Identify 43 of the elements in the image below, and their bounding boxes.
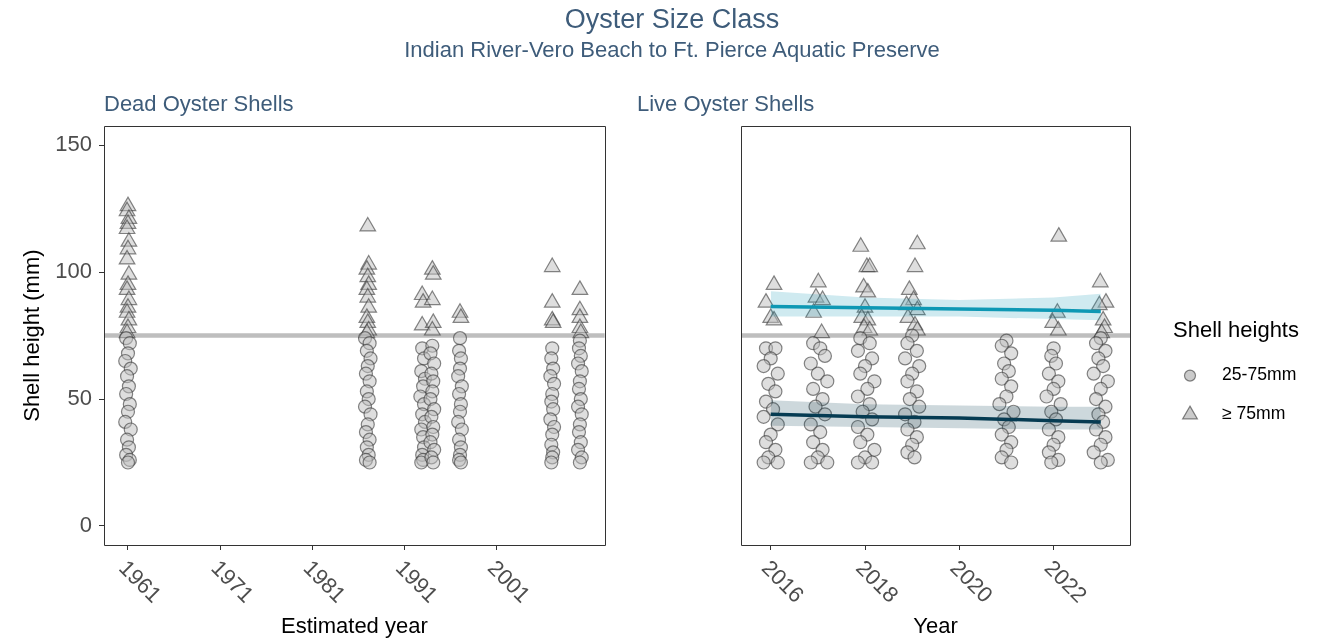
x-axis-title: Estimated year: [281, 612, 428, 638]
text: Indian River-Vero Beach to Ft. Pierce Aquatic Preserve: [403, 37, 941, 64]
point: [571, 308, 589, 323]
point: [571, 280, 589, 296]
point: [1091, 272, 1109, 288]
point: [861, 320, 879, 336]
point: [360, 298, 378, 313]
point: [120, 265, 138, 280]
point: [908, 234, 926, 250]
x-axis-title: Year: [913, 612, 958, 638]
point: [423, 290, 441, 306]
point: [359, 216, 377, 232]
point: [543, 293, 561, 308]
point: [413, 315, 431, 331]
chart-title: Live Oyster Shells: [637, 91, 815, 118]
point: [809, 272, 827, 288]
point: [859, 282, 877, 298]
point: [423, 320, 441, 336]
point: [1049, 320, 1067, 336]
y-tick-label: 150: [55, 131, 92, 157]
point: [543, 257, 561, 273]
point: [424, 265, 442, 280]
point: [452, 308, 470, 323]
point: [906, 257, 924, 273]
legend-label: ≥ 75mm: [1222, 403, 1286, 424]
point: [900, 280, 918, 296]
y-tick-label: 100: [55, 258, 92, 284]
y-tick-label: 50: [67, 385, 92, 411]
point: [1050, 227, 1068, 242]
point: [118, 219, 136, 235]
chart-title: Dead Oyster Shells: [104, 91, 294, 118]
point: [852, 237, 870, 252]
point: [118, 280, 136, 296]
point: [813, 323, 831, 339]
text: Oyster Size Class: [563, 3, 781, 36]
point: [118, 249, 136, 265]
y-tick-label: 0: [79, 512, 92, 538]
legend-label: 25-75mm: [1222, 364, 1297, 385]
legend-title: Shell heights: [1173, 316, 1299, 342]
point: [414, 293, 432, 308]
point: [765, 275, 783, 290]
y-axis-title: Shell height (mm): [19, 249, 45, 422]
point: [359, 287, 377, 303]
